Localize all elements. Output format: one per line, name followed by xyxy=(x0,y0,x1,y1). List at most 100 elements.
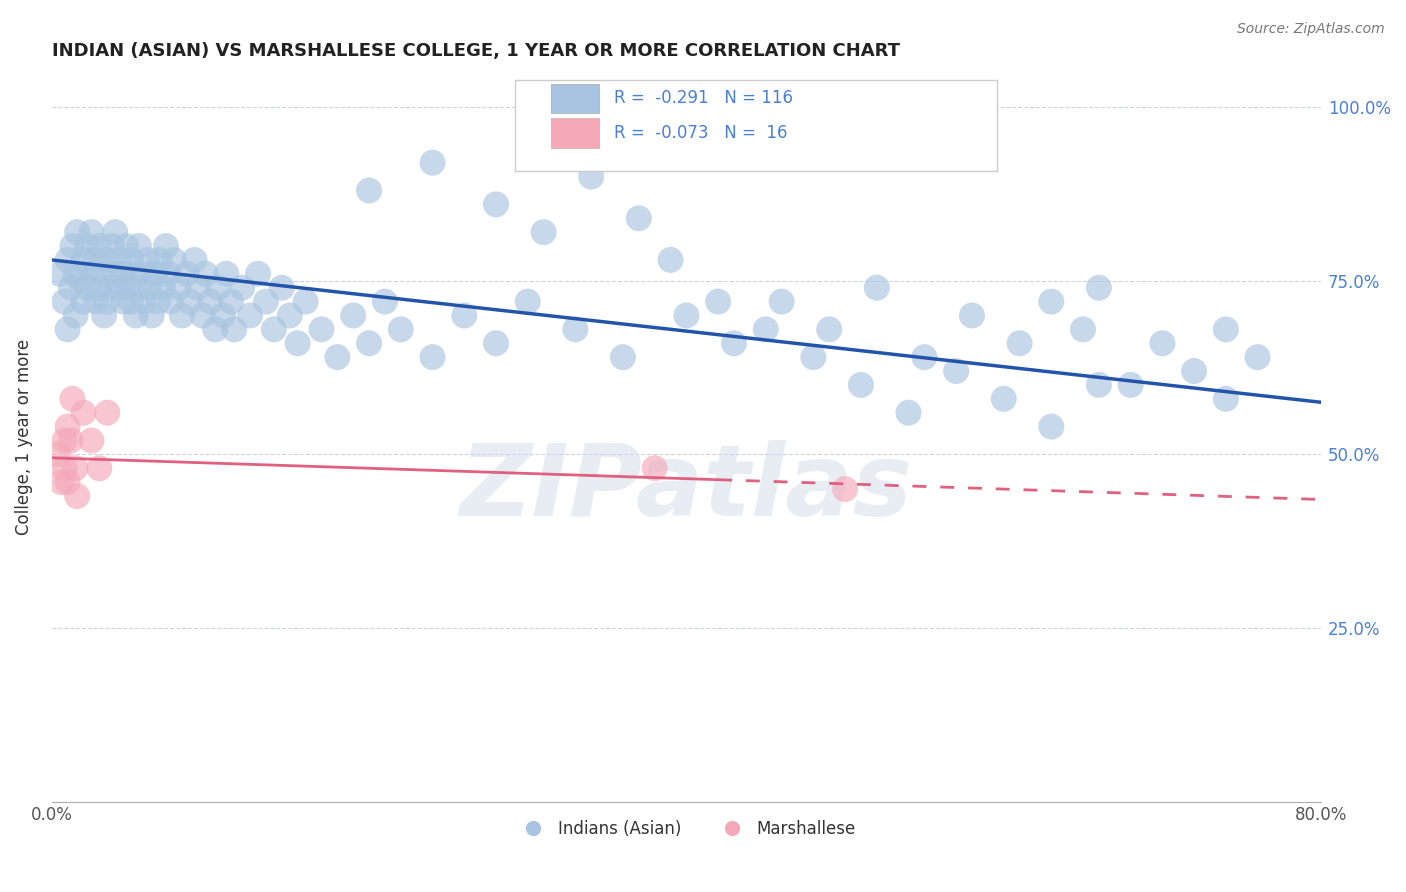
Point xyxy=(239,309,262,323)
Point xyxy=(59,434,82,448)
Point xyxy=(112,267,135,281)
Point xyxy=(723,336,745,351)
Point xyxy=(100,281,122,295)
Point xyxy=(146,294,169,309)
Point xyxy=(115,239,138,253)
Point xyxy=(117,281,139,295)
Point xyxy=(176,267,198,281)
Point xyxy=(163,252,186,267)
Point xyxy=(516,294,538,309)
FancyBboxPatch shape xyxy=(515,79,997,171)
Point xyxy=(131,267,153,281)
Point xyxy=(65,267,87,281)
Point xyxy=(231,281,253,295)
Point xyxy=(866,281,889,295)
Point xyxy=(56,475,79,490)
Point xyxy=(278,309,301,323)
Point xyxy=(128,281,150,295)
Point xyxy=(56,252,79,267)
Point xyxy=(53,461,76,475)
Point xyxy=(60,392,83,406)
Point xyxy=(770,294,793,309)
Point xyxy=(1215,392,1237,406)
Point xyxy=(53,294,76,309)
Point xyxy=(219,294,242,309)
Point xyxy=(155,239,177,253)
Bar xyxy=(551,119,599,147)
Point xyxy=(167,281,190,295)
Text: ZIPatlas: ZIPatlas xyxy=(460,440,912,537)
Point xyxy=(120,294,142,309)
Point xyxy=(849,378,872,392)
Point xyxy=(60,239,83,253)
Point xyxy=(215,267,238,281)
Point xyxy=(46,447,69,461)
Point xyxy=(91,267,114,281)
Point xyxy=(659,252,682,267)
Point xyxy=(72,252,94,267)
Text: INDIAN (ASIAN) VS MARSHALLESE COLLEGE, 1 YEAR OR MORE CORRELATION CHART: INDIAN (ASIAN) VS MARSHALLESE COLLEGE, 1… xyxy=(52,42,900,60)
Point xyxy=(326,350,349,364)
Point xyxy=(80,434,103,448)
Point xyxy=(579,169,602,184)
Point xyxy=(200,294,222,309)
Point xyxy=(159,294,181,309)
Point xyxy=(143,267,166,281)
Point xyxy=(270,281,292,295)
Point xyxy=(1152,336,1174,351)
Point xyxy=(212,309,235,323)
Point xyxy=(1119,378,1142,392)
Text: R =  -0.291   N = 116: R = -0.291 N = 116 xyxy=(614,89,793,108)
Point xyxy=(254,294,277,309)
Point xyxy=(72,294,94,309)
Point xyxy=(1088,378,1111,392)
Point xyxy=(1040,419,1063,434)
Point xyxy=(89,239,111,253)
Point xyxy=(755,322,778,336)
Point xyxy=(263,322,285,336)
Point xyxy=(897,406,920,420)
Point xyxy=(675,309,697,323)
Point xyxy=(993,392,1015,406)
Point xyxy=(183,252,205,267)
Point xyxy=(96,294,118,309)
Point xyxy=(51,475,73,490)
Point xyxy=(707,294,730,309)
Point xyxy=(128,239,150,253)
Point xyxy=(125,309,148,323)
Point xyxy=(247,267,270,281)
Point xyxy=(76,239,98,253)
Point xyxy=(56,322,79,336)
Point xyxy=(84,294,107,309)
Point xyxy=(224,322,246,336)
Point xyxy=(76,281,98,295)
Point xyxy=(612,350,634,364)
Point xyxy=(389,322,412,336)
Point xyxy=(644,461,666,475)
Point xyxy=(66,489,89,503)
Point xyxy=(359,184,381,198)
Point xyxy=(89,461,111,475)
Point xyxy=(204,322,226,336)
Point xyxy=(104,267,127,281)
Point xyxy=(72,406,94,420)
Point xyxy=(627,211,650,226)
Point xyxy=(422,350,444,364)
Point xyxy=(66,225,89,239)
Point xyxy=(801,350,824,364)
Legend: Indians (Asian), Marshallese: Indians (Asian), Marshallese xyxy=(510,813,863,845)
Point xyxy=(120,252,142,267)
Point xyxy=(89,281,111,295)
Point xyxy=(56,419,79,434)
Point xyxy=(59,281,82,295)
Point xyxy=(152,281,174,295)
Point xyxy=(564,322,586,336)
Point xyxy=(101,239,124,253)
Point xyxy=(65,309,87,323)
Point xyxy=(1182,364,1205,378)
Point xyxy=(422,155,444,169)
Point xyxy=(1071,322,1094,336)
Point xyxy=(69,274,91,288)
Point xyxy=(374,294,396,309)
Point xyxy=(122,267,145,281)
